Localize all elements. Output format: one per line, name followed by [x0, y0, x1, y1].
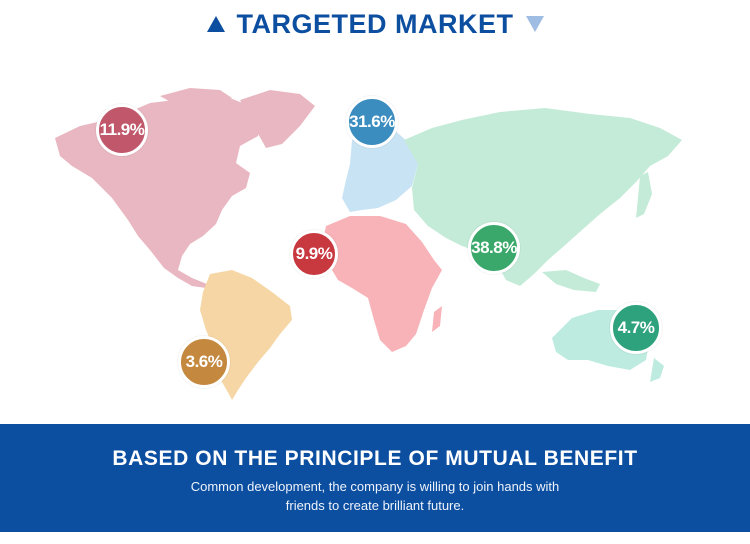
value-oceania: 4.7% — [617, 318, 655, 337]
bubble-north-america: 11.9% — [96, 104, 148, 156]
value-asia: 38.8% — [471, 238, 517, 257]
world-map: 11.9% 31.6% 9.9% 38.8% 3.6% 4.7% — [0, 48, 750, 420]
bubble-europe: 31.6% — [346, 96, 398, 148]
africa-shape — [322, 216, 442, 352]
bubble-asia: 38.8% — [468, 222, 520, 274]
value-europe: 31.6% — [349, 112, 395, 131]
europe-shape — [342, 126, 418, 212]
north-america-shape — [55, 96, 262, 288]
footer-text-line-2: friends to create brilliant future. — [285, 498, 465, 513]
value-south-america: 3.6% — [185, 352, 223, 371]
value-africa: 9.9% — [295, 244, 333, 263]
arctic-islands-shape — [160, 88, 232, 105]
footer-heading: BASED ON THE PRINCIPLE OF MUTUAL BENEFIT — [112, 447, 638, 470]
bubble-oceania: 4.7% — [610, 302, 662, 354]
triangle-down-icon — [525, 16, 544, 32]
footer-banner: BASED ON THE PRINCIPLE OF MUTUAL BENEFIT… — [0, 424, 750, 532]
footer-text-line-1: Common development, the company is willi… — [190, 479, 560, 494]
bubble-africa: 9.9% — [290, 230, 338, 278]
greenland-shape — [240, 90, 315, 148]
japan-shape — [636, 172, 652, 218]
madagascar-shape — [432, 306, 442, 332]
bubble-south-america: 3.6% — [178, 336, 230, 388]
page-title: TARGETED MARKET — [236, 8, 514, 39]
value-north-america: 11.9% — [99, 120, 145, 139]
triangle-up-icon — [206, 16, 225, 32]
new-zealand-shape — [650, 358, 664, 382]
southeast-asia-islands-shape — [542, 270, 600, 292]
header: TARGETED MARKET — [0, 0, 750, 48]
